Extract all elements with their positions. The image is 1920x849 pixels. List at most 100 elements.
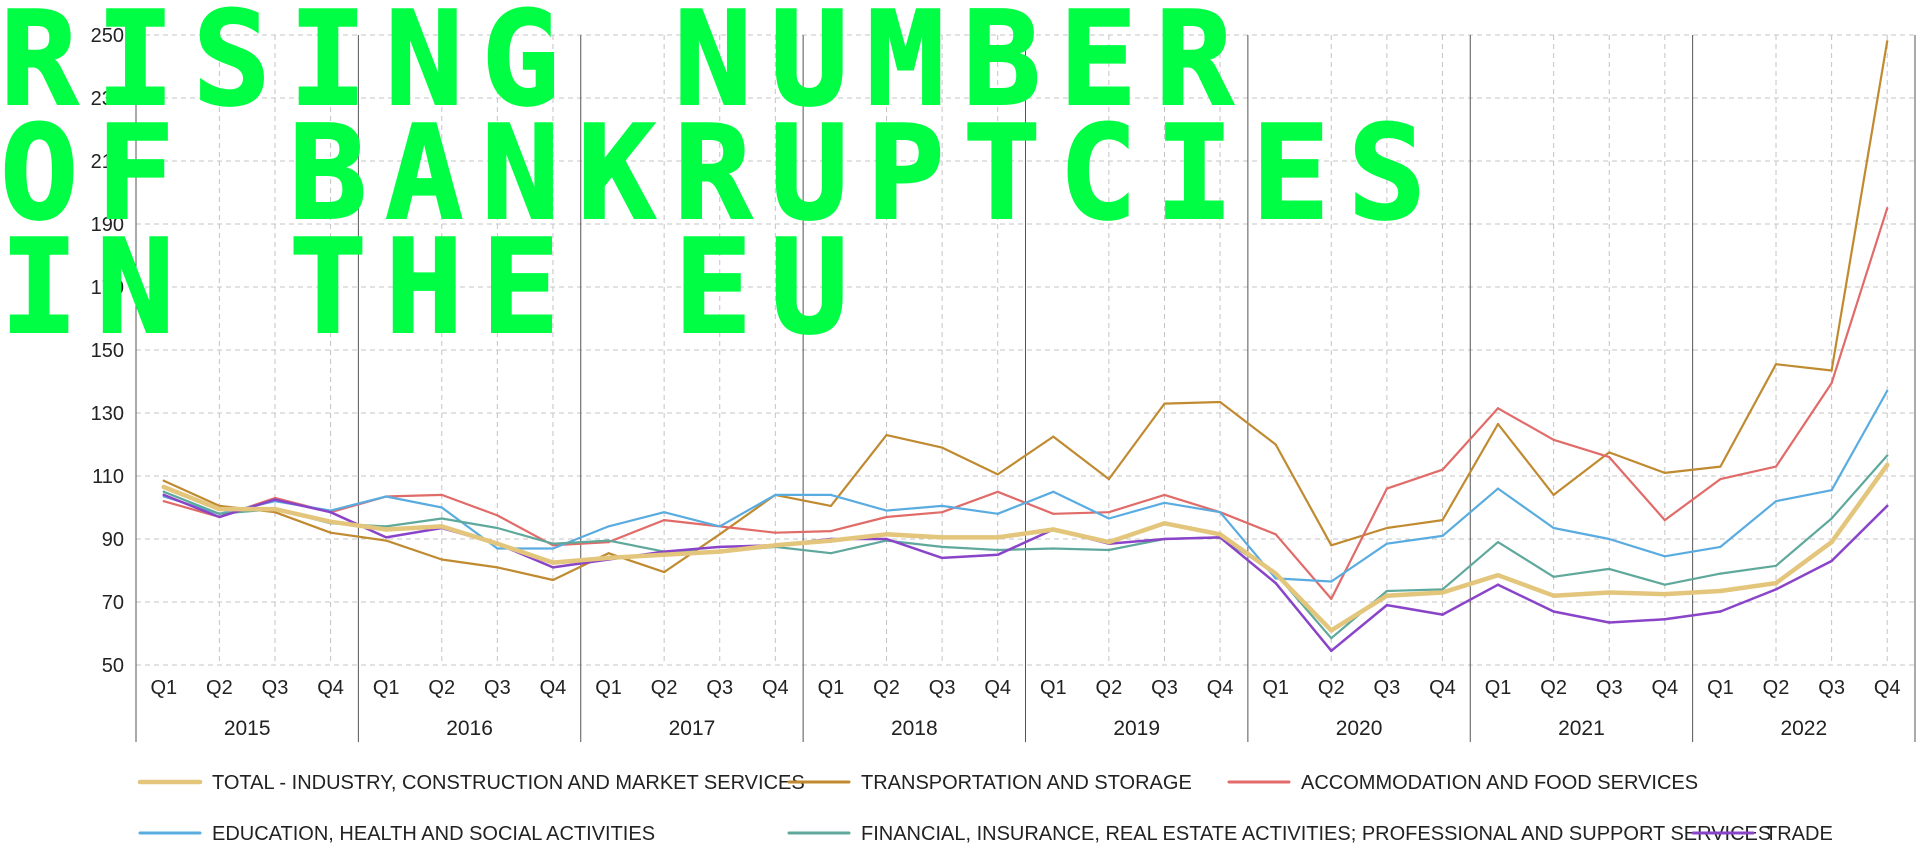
- data-point: [439, 524, 445, 529]
- data-point: [383, 527, 389, 532]
- y-tick-label: 170: [91, 277, 124, 299]
- data-point: [1441, 588, 1444, 591]
- year-label: 2015: [224, 717, 271, 740]
- data-point: [1608, 537, 1611, 541]
- x-tick-label: Q4: [1874, 677, 1901, 699]
- data-point: [1718, 588, 1723, 594]
- series-line: [162, 454, 1889, 640]
- data-point: [1552, 575, 1555, 578]
- data-point: [996, 553, 999, 556]
- data-point: [1330, 637, 1333, 640]
- data-point: [1163, 402, 1166, 405]
- data-point: [1217, 532, 1223, 537]
- data-point: [385, 495, 388, 498]
- data-point: [1552, 493, 1555, 496]
- x-tick-label: Q4: [1651, 677, 1678, 699]
- series-line: [162, 389, 1889, 583]
- data-point: [662, 550, 666, 553]
- data-point: [495, 541, 500, 546]
- data-point: [1052, 435, 1055, 438]
- x-tick-label: Q4: [317, 677, 344, 699]
- data-point: [1385, 542, 1388, 545]
- x-tick-label: Q1: [818, 677, 845, 699]
- x-tick-label: Q4: [762, 677, 789, 699]
- data-point: [1107, 511, 1110, 514]
- year-label: 2017: [669, 717, 716, 740]
- data-point: [1385, 603, 1389, 607]
- x-tick-label: Q1: [1040, 677, 1067, 699]
- year-label: 2020: [1336, 717, 1383, 740]
- legend-label: ACCOMMODATION AND FOOD SERVICES: [1301, 772, 1698, 794]
- data-point: [273, 498, 277, 501]
- data-point: [607, 552, 610, 555]
- legend-label: TOTAL - INDUSTRY, CONSTRUCTION AND MARKE…: [212, 772, 805, 794]
- data-point: [1719, 545, 1722, 548]
- data-point: [885, 537, 888, 541]
- data-point: [1330, 544, 1333, 547]
- axes: 50 70 90 110 130 150 170 190 210 230 250 Q1 Q2 Q3 Q4 Q1…: [91, 25, 1916, 742]
- year-label: 2022: [1780, 717, 1827, 740]
- data-point: [1607, 621, 1611, 624]
- data-point: [1663, 583, 1666, 586]
- data-point: [717, 549, 722, 554]
- data-point: [1274, 581, 1277, 585]
- data-point: [1663, 519, 1666, 522]
- data-point: [162, 490, 165, 493]
- data-point: [1551, 593, 1556, 598]
- data-point: [940, 556, 944, 560]
- data-point: [828, 538, 834, 543]
- data-point: [885, 515, 888, 519]
- data-point: [1886, 389, 1889, 393]
- data-point: [663, 519, 666, 522]
- x-tick-label: Q1: [150, 677, 177, 699]
- y-tick-label: 210: [91, 151, 124, 173]
- data-point: [1773, 580, 1779, 586]
- data-point: [1052, 512, 1055, 515]
- data-point: [1774, 500, 1778, 503]
- x-tick-label: Q1: [373, 677, 400, 699]
- data-point: [1384, 593, 1390, 598]
- data-point: [1552, 438, 1555, 441]
- legend-label: FINANCIAL, INSURANCE, REAL ESTATE ACTIVI…: [861, 823, 1771, 845]
- data-point: [1218, 511, 1222, 514]
- data-point: [1107, 548, 1110, 552]
- data-point: [496, 547, 499, 550]
- x-tick-label: Q3: [706, 677, 733, 699]
- data-point: [1441, 468, 1444, 471]
- x-tick-label: Q2: [1096, 677, 1123, 699]
- data-point: [1329, 628, 1334, 633]
- data-point: [1719, 610, 1722, 613]
- y-tick-label: 110: [92, 466, 124, 488]
- data-point: [440, 517, 443, 520]
- data-point: [829, 552, 833, 555]
- data-point: [607, 525, 610, 528]
- data-point: [1496, 422, 1500, 426]
- x-tick-label: Q2: [651, 677, 678, 699]
- legend-label: TRANSPORTATION AND STORAGE: [861, 772, 1192, 794]
- data-point: [663, 570, 666, 574]
- data-point: [329, 510, 332, 514]
- data-point: [1052, 547, 1055, 550]
- data-point: [1774, 588, 1778, 591]
- data-point: [606, 555, 611, 561]
- data-point: [1495, 572, 1501, 578]
- data-point: [1330, 649, 1333, 653]
- data-point: [161, 484, 167, 490]
- x-tick-label: Q1: [1262, 677, 1289, 699]
- data-point: [939, 535, 945, 540]
- data-point: [829, 504, 833, 508]
- x-tick-label: Q3: [262, 677, 289, 699]
- data-point: [551, 542, 555, 545]
- x-tick-label: Q2: [1763, 677, 1790, 699]
- x-tick-label: Q2: [428, 677, 455, 699]
- year-label: 2021: [1558, 717, 1605, 740]
- x-tick-label: Q4: [540, 677, 567, 699]
- series-lines: [161, 40, 1890, 653]
- y-tick-label: 130: [91, 403, 124, 425]
- data-point: [1274, 577, 1277, 580]
- data-point: [272, 506, 278, 512]
- data-point: [718, 545, 721, 549]
- data-point: [1385, 487, 1388, 490]
- data-point: [718, 533, 721, 536]
